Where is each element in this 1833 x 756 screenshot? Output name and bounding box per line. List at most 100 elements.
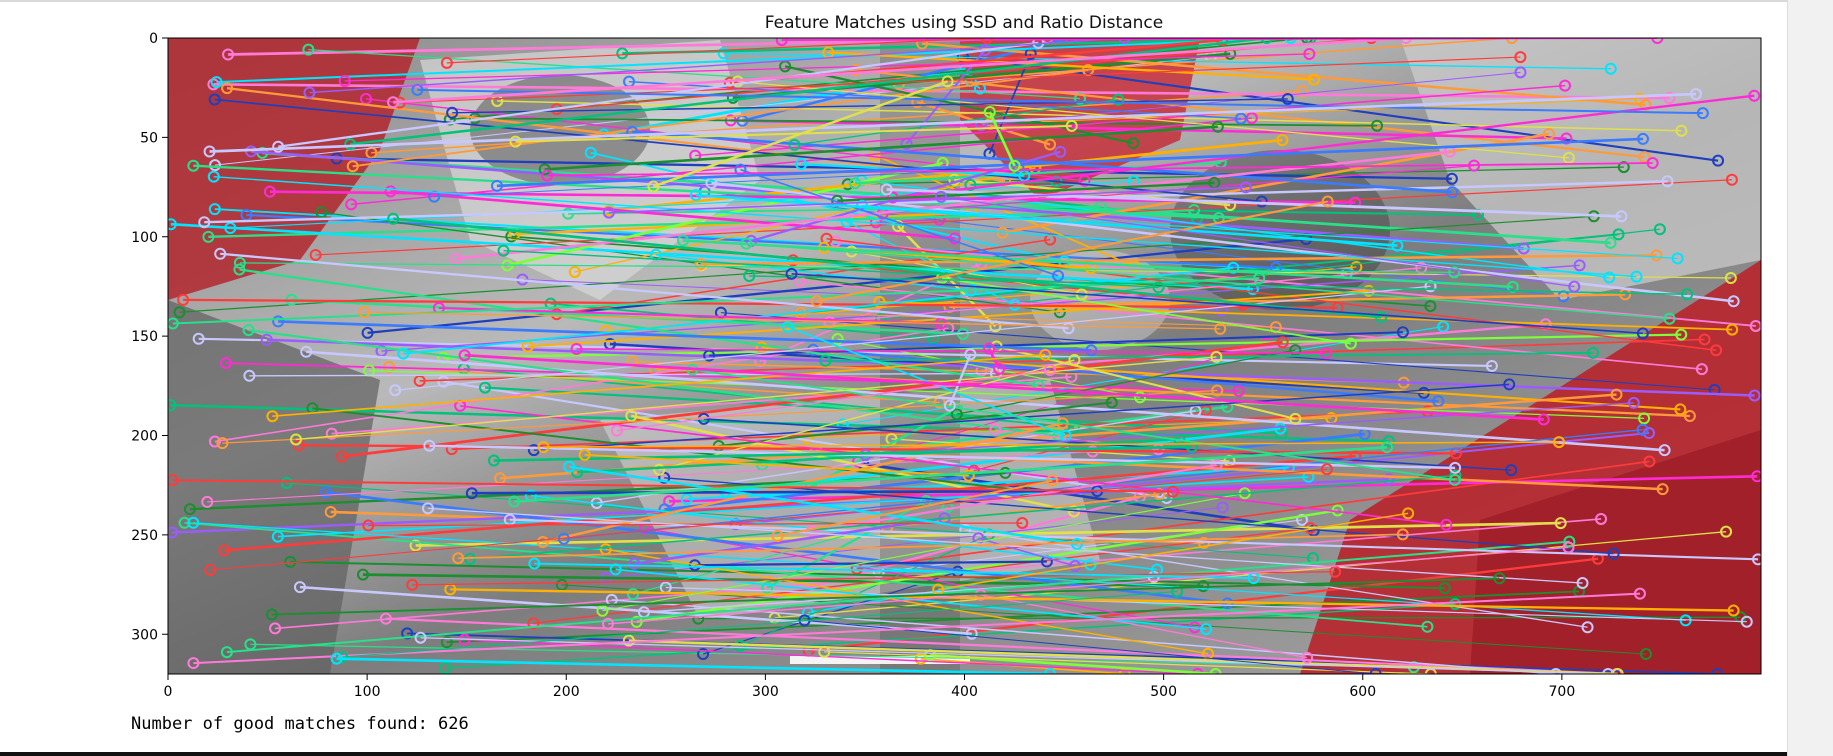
keypoint-marker (1514, 66, 1527, 79)
match-line (514, 446, 1388, 503)
keypoint-marker (1724, 272, 1737, 285)
match-line (230, 180, 1134, 229)
keypoint-marker (1563, 535, 1576, 548)
match-line (990, 98, 1640, 125)
y-tick-label: 0 (149, 31, 158, 47)
match-line (395, 285, 1431, 391)
x-axis: 0 100 200 300 400 500 600 700 (164, 674, 1575, 700)
keypoint-marker (242, 324, 255, 337)
keypoint-marker (1381, 441, 1394, 454)
keypoint-marker (1224, 199, 1237, 212)
keypoint-marker (849, 63, 862, 76)
keypoint-marker (1595, 512, 1608, 525)
match-line (800, 312, 1276, 328)
match-line (628, 639, 1618, 674)
keypoint-marker (775, 38, 788, 47)
keypoint-marker (1681, 288, 1694, 301)
keypoint-marker (423, 439, 436, 452)
keypoint-marker (1281, 92, 1294, 105)
keypoint-marker (1211, 384, 1224, 397)
keypoint-marker (755, 341, 768, 354)
match-line (584, 454, 969, 477)
keypoint-marker (201, 495, 214, 508)
keypoint-marker (1559, 79, 1572, 92)
keypoint-marker (831, 333, 844, 346)
keypoint-marker (289, 433, 302, 446)
keypoint-marker (1449, 461, 1462, 474)
keypoint-marker (628, 557, 641, 570)
keypoint-marker (1008, 159, 1021, 172)
match-line (766, 499, 927, 589)
match-line (740, 534, 990, 647)
keypoint-marker (1638, 151, 1651, 164)
keypoint-marker (187, 516, 200, 529)
match-line (655, 253, 971, 292)
keypoint-marker (1636, 327, 1649, 340)
chart-title: Feature Matches using SSD and Ratio Dist… (765, 13, 1163, 33)
keypoint-marker (344, 138, 357, 151)
match-line (634, 516, 945, 566)
keypoint-marker (330, 652, 343, 665)
keypoint-marker (1320, 463, 1333, 476)
match-line (208, 208, 1195, 239)
match-line (978, 537, 1076, 567)
keypoint-marker (309, 248, 322, 261)
keypoint-marker (1607, 547, 1620, 560)
keypoint-marker (204, 564, 217, 577)
keypoint-marker (1399, 38, 1412, 44)
keypoint-marker (1239, 181, 1252, 194)
keypoint-marker (1683, 409, 1696, 422)
match-line (228, 38, 1048, 56)
keypoint-marker (1751, 470, 1761, 483)
keypoint-marker (168, 317, 179, 330)
match-line (709, 331, 1403, 357)
keypoint-marker (1052, 269, 1065, 282)
keypoint-marker (414, 631, 427, 644)
keypoint-marker (325, 427, 338, 440)
plot-area (168, 38, 1761, 674)
keypoint-marker (1209, 668, 1222, 674)
keypoint-marker (345, 198, 358, 211)
keypoint-marker (1633, 587, 1646, 600)
keypoint-marker (168, 218, 177, 231)
match-line (438, 306, 941, 325)
keypoint-marker (233, 263, 246, 276)
keypoint-marker (892, 220, 905, 233)
match-line (956, 349, 1296, 415)
match-line (364, 311, 1221, 330)
keypoint-marker (1307, 73, 1320, 86)
keypoint-marker (1043, 668, 1056, 674)
match-line (470, 474, 1456, 560)
keypoint-marker (1432, 395, 1445, 408)
graffiti-image (168, 38, 1761, 674)
match-line (828, 51, 1315, 81)
keypoint-marker (218, 544, 231, 557)
match-line (464, 353, 1544, 421)
keypoint-marker (1695, 363, 1708, 376)
x-tick-label: 500 (1150, 684, 1177, 700)
keypoint-marker (168, 399, 177, 412)
keypoint-marker (1587, 346, 1600, 359)
match-line (417, 88, 1703, 115)
keypoint-marker (754, 355, 767, 368)
keypoint-marker (1349, 450, 1362, 463)
keypoint-marker (324, 505, 337, 518)
keypoint-marker (1276, 134, 1289, 147)
keypoint-marker (315, 206, 328, 219)
match-line (216, 38, 1291, 84)
match-line (429, 444, 1456, 470)
keypoint-marker (1070, 537, 1083, 550)
y-tick-label: 300 (131, 627, 158, 643)
keypoint-marker (210, 76, 223, 89)
keypoint-marker (1752, 553, 1761, 566)
keypoint-marker (964, 178, 977, 191)
keypoint-marker (1603, 271, 1616, 284)
keypoint-marker (1134, 391, 1147, 404)
keypoint-marker (950, 408, 963, 421)
keypoint-marker (616, 47, 629, 60)
keypoint-marker (1065, 119, 1078, 132)
keypoint-marker (980, 38, 993, 44)
keypoint-marker (1171, 585, 1184, 598)
match-line (636, 509, 1338, 624)
keypoint-marker (528, 557, 541, 570)
